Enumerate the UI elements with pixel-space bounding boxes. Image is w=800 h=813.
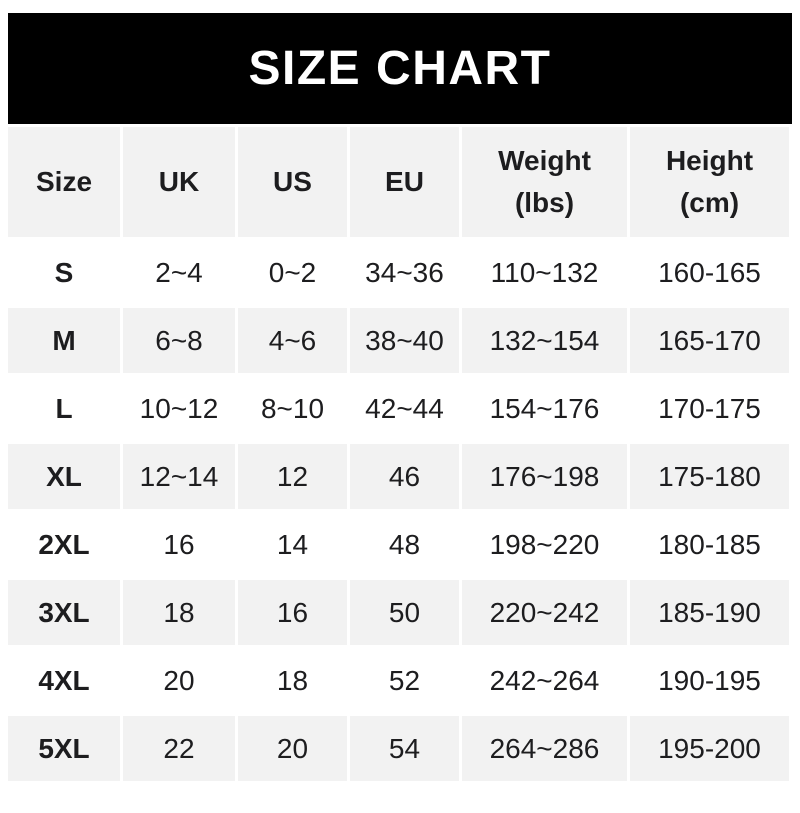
cell-weight: 154~176 (462, 376, 627, 441)
cell-eu: 54 (350, 716, 459, 781)
cell-size: XL (8, 444, 120, 509)
cell-height: 195-200 (630, 716, 789, 781)
column-header-weight: Weight (lbs) (462, 127, 627, 237)
cell-us: 14 (238, 512, 347, 577)
cell-size: L (8, 376, 120, 441)
cell-eu: 50 (350, 580, 459, 645)
cell-height: 170-175 (630, 376, 789, 441)
cell-us: 0~2 (238, 240, 347, 305)
table-row-xl: XL 12~14 12 46 176~198 175-180 (8, 444, 789, 509)
cell-size: S (8, 240, 120, 305)
cell-size: 5XL (8, 716, 120, 781)
cell-uk: 16 (123, 512, 235, 577)
cell-size: M (8, 308, 120, 373)
table-row-m: M 6~8 4~6 38~40 132~154 165-170 (8, 308, 789, 373)
cell-us: 18 (238, 648, 347, 713)
cell-size: 4XL (8, 648, 120, 713)
table-row-2xl: 2XL 16 14 48 198~220 180-185 (8, 512, 789, 577)
cell-us: 20 (238, 716, 347, 781)
cell-weight: 264~286 (462, 716, 627, 781)
column-header-size: Size (8, 127, 120, 237)
cell-weight: 176~198 (462, 444, 627, 509)
cell-weight: 198~220 (462, 512, 627, 577)
cell-uk: 20 (123, 648, 235, 713)
column-header-eu: EU (350, 127, 459, 237)
cell-uk: 12~14 (123, 444, 235, 509)
cell-height: 175-180 (630, 444, 789, 509)
cell-size: 3XL (8, 580, 120, 645)
cell-height: 160-165 (630, 240, 789, 305)
cell-uk: 18 (123, 580, 235, 645)
cell-weight: 132~154 (462, 308, 627, 373)
column-header-us: US (238, 127, 347, 237)
column-header-height: Height (cm) (630, 127, 789, 237)
size-chart-table: Size UK US EU Weight (lbs) Height (cm) S… (5, 124, 792, 784)
cell-us: 4~6 (238, 308, 347, 373)
cell-eu: 46 (350, 444, 459, 509)
table-row-3xl: 3XL 18 16 50 220~242 185-190 (8, 580, 789, 645)
cell-us: 8~10 (238, 376, 347, 441)
cell-uk: 2~4 (123, 240, 235, 305)
cell-height: 180-185 (630, 512, 789, 577)
cell-us: 12 (238, 444, 347, 509)
cell-eu: 52 (350, 648, 459, 713)
table-row-l: L 10~12 8~10 42~44 154~176 170-175 (8, 376, 789, 441)
cell-weight: 242~264 (462, 648, 627, 713)
cell-height: 185-190 (630, 580, 789, 645)
cell-uk: 6~8 (123, 308, 235, 373)
table-row-5xl: 5XL 22 20 54 264~286 195-200 (8, 716, 789, 781)
header-row: Size UK US EU Weight (lbs) Height (cm) (8, 127, 789, 237)
cell-uk: 10~12 (123, 376, 235, 441)
cell-height: 165-170 (630, 308, 789, 373)
cell-eu: 42~44 (350, 376, 459, 441)
cell-us: 16 (238, 580, 347, 645)
cell-eu: 34~36 (350, 240, 459, 305)
cell-size: 2XL (8, 512, 120, 577)
cell-height: 190-195 (630, 648, 789, 713)
cell-uk: 22 (123, 716, 235, 781)
cell-weight: 110~132 (462, 240, 627, 305)
cell-eu: 38~40 (350, 308, 459, 373)
table-row-4xl: 4XL 20 18 52 242~264 190-195 (8, 648, 789, 713)
cell-eu: 48 (350, 512, 459, 577)
size-chart-banner: SIZE CHART (8, 13, 792, 124)
table-row-s: S 2~4 0~2 34~36 110~132 160-165 (8, 240, 789, 305)
size-chart-title: SIZE CHART (248, 41, 552, 95)
cell-weight: 220~242 (462, 580, 627, 645)
column-header-uk: UK (123, 127, 235, 237)
